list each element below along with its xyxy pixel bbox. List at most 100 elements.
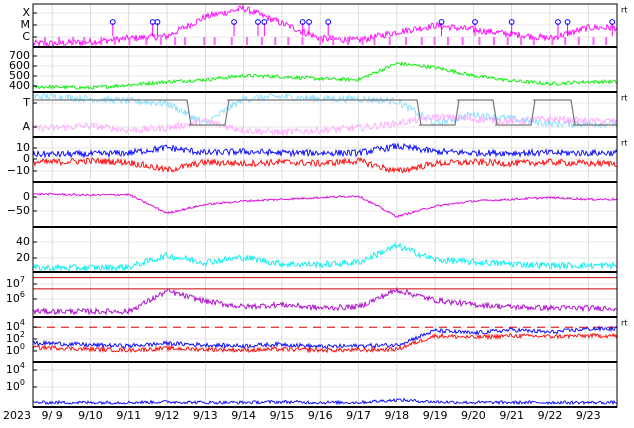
imf-sector-tick-label-1: A: [22, 120, 30, 133]
xmc-baseline-bar-23: [373, 37, 376, 45]
kp-series-0: [32, 242, 618, 273]
x-tick-label-9: 9/18: [384, 409, 409, 422]
imf-sector-tick-label-0: T: [22, 96, 30, 109]
proton-flux-frame: [32, 316, 618, 363]
electron-flux-frame: [32, 271, 618, 318]
x-tick-label-5: 9/14: [231, 409, 256, 422]
imf-sector-series-1: [32, 113, 618, 136]
xmc-marker-14: [609, 19, 616, 25]
xmc-baseline-bar-20: [332, 37, 335, 45]
xmc-baseline-bar-33: [520, 37, 523, 45]
dst-tick-label-0: 0: [23, 190, 30, 203]
xmc-marker-5: [261, 19, 268, 25]
x-tick-label-3: 9/12: [155, 409, 180, 422]
electron-flux-tick-label-0: 107: [6, 275, 25, 291]
solar-wind-speed-frame: [32, 46, 618, 93]
xmc-marker-13: [564, 19, 571, 25]
xmc-marker-9: [438, 19, 445, 25]
solar-wind-speed-tick-label-1: 600: [9, 59, 30, 72]
xmc-baseline-bar-32: [506, 37, 509, 45]
x-tick-label-0: 9/ 9: [42, 409, 63, 422]
xmc-baseline-bar-2: [72, 37, 75, 45]
xmc-baseline-bar-36: [564, 37, 567, 45]
kp-tick-label-1: 20: [16, 251, 30, 264]
xmc-tick-label-1: M: [21, 18, 31, 31]
xmc-baseline-bar-7: [145, 37, 148, 45]
x-tick-label-11: 9/20: [461, 409, 486, 422]
xmc-baseline-bar-24: [388, 37, 391, 45]
xmc-baseline-bar-11: [203, 37, 206, 45]
xmc-marker-8: [325, 19, 332, 25]
xmc-corner-label: rt: [621, 6, 627, 15]
xmc-baseline-bar-26: [420, 37, 423, 45]
xmc-marker-12: [555, 19, 561, 25]
xmc-marker-4: [255, 19, 261, 25]
xmc-marker-0: [109, 19, 116, 25]
x-tick-label-8: 9/17: [346, 409, 371, 422]
proton-flux-series-1: [32, 332, 618, 354]
solar-wind-speed-tick-label-2: 500: [9, 69, 30, 82]
imf-sector-series-0: [32, 92, 618, 129]
xmc-baseline-bar-4: [100, 37, 103, 45]
xmc-series-0: [32, 4, 618, 48]
xmc-baseline-bar-30: [478, 37, 481, 45]
year-label: 2023: [3, 409, 31, 422]
xmc-marker-3: [231, 19, 237, 25]
proton-flux-tick-label-2: 100: [6, 342, 25, 358]
xmc-baseline-bar-8: [159, 37, 162, 45]
electron-flux-tick-label-1: 106: [6, 290, 25, 306]
xmc-baseline-bar-14: [245, 37, 248, 45]
dst-tick-label-1: −50: [7, 204, 30, 217]
dst-series-0: [32, 192, 618, 218]
x-tick-label-1: 9/10: [78, 409, 103, 422]
xmc-baseline-bar-35: [551, 37, 554, 45]
xmc-baseline-bar-15: [260, 37, 263, 45]
xmc-baseline-bar-16: [274, 37, 277, 45]
xmc-baseline-bar-38: [592, 37, 595, 45]
x-tick-label-14: 9/23: [576, 409, 601, 422]
xmc-marker-6: [299, 19, 306, 25]
solar-wind-speed-tick-label-3: 400: [9, 79, 30, 92]
x-tick-label-13: 9/22: [538, 409, 563, 422]
x-tick-label-12: 9/21: [499, 409, 524, 422]
x-tick-label-7: 9/16: [308, 409, 333, 422]
xmc-frame: [32, 3, 618, 48]
xmc-marker-11: [508, 19, 515, 25]
xmc-baseline-bar-29: [461, 37, 464, 45]
imf-bz-series-1: [32, 156, 618, 174]
neutron-series-0: [32, 397, 618, 406]
xmc-baseline-bar-3: [83, 37, 86, 45]
x-tick-label-2: 9/11: [116, 409, 141, 422]
xmc-baseline-bar-25: [405, 37, 408, 45]
proton-flux-series-0: [32, 325, 618, 350]
proton-flux-tick-label-0: 104: [6, 318, 25, 334]
electron-flux-series-0: [32, 286, 618, 316]
imf-sector-corner-label: rt: [621, 94, 627, 103]
xmc-baseline-bar-17: [287, 37, 290, 45]
xmc-baseline-bar-31: [492, 37, 495, 45]
xmc-marker-7: [306, 19, 312, 25]
xmc-tick-label-2: C: [22, 30, 30, 43]
x-tick-label-10: 9/19: [423, 409, 448, 422]
xmc-baseline-bar-6: [128, 37, 131, 45]
imf-bz-tick-label-1: 0: [23, 152, 30, 165]
solar-wind-speed-tick-label-0: 700: [9, 49, 30, 62]
imf-sector-series-2: [33, 99, 617, 126]
xmc-baseline-bar-13: [230, 37, 233, 45]
imf-bz-tick-label-2: −10: [7, 164, 30, 177]
x-tick-label-6: 9/15: [270, 409, 295, 422]
imf-bz-tick-label-0: 10: [16, 141, 30, 154]
xmc-baseline-bar-28: [446, 37, 449, 45]
xmc-marker-10: [472, 19, 478, 25]
dst-frame: [32, 181, 618, 228]
neutron-tick-label-0: 104: [6, 361, 25, 377]
xmc-baseline-bar-22: [361, 37, 364, 45]
xmc-baseline-bar-34: [532, 37, 535, 45]
xmc-baseline-bar-19: [319, 37, 322, 45]
xmc-baseline-bar-18: [301, 37, 304, 45]
xmc-baseline-bar-0: [43, 37, 46, 45]
imf-bz-series-0: [32, 142, 618, 159]
xmc-baseline-bar-12: [213, 37, 216, 45]
imf-bz-corner-label: rt: [621, 139, 627, 148]
